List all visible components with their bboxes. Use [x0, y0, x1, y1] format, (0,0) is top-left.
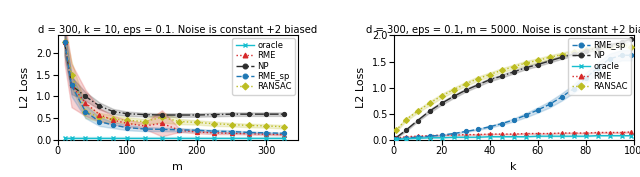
Legend: RME_sp, NP, oracle, RME, RANSAC: RME_sp, NP, oracle, RME, RANSAC	[568, 38, 631, 95]
X-axis label: m: m	[172, 162, 183, 172]
Title: d = 300, k = 10, eps = 0.1. Noise is constant +2 biased: d = 300, k = 10, eps = 0.1. Noise is con…	[38, 25, 317, 35]
Legend: oracle, RME, NP, RME_sp, RANSAC: oracle, RME, NP, RME_sp, RANSAC	[232, 38, 295, 95]
Y-axis label: L2 Loss: L2 Loss	[20, 67, 31, 108]
Y-axis label: L2 Loss: L2 Loss	[356, 67, 367, 108]
X-axis label: k: k	[510, 162, 517, 172]
Title: d = 300, eps = 0.1, m = 5000. Noise is constant +2 biased: d = 300, eps = 0.1, m = 5000. Noise is c…	[366, 25, 640, 35]
